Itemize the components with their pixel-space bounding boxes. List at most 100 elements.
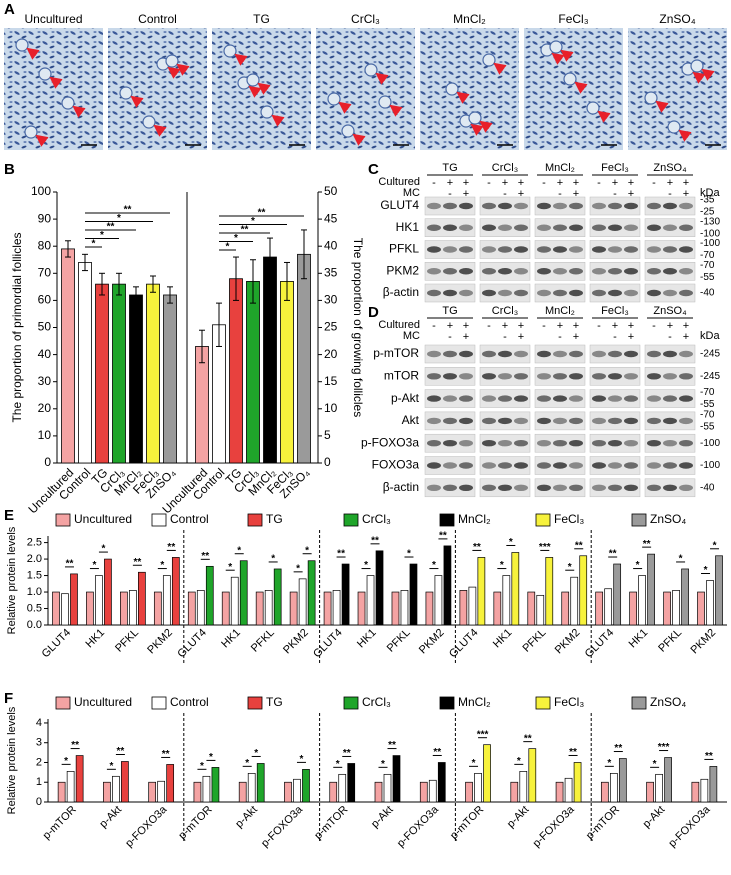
lane-sign: - [503,188,507,200]
significance-label: * [500,560,504,571]
blot-band [663,350,677,358]
lane-sign: - [503,331,507,343]
bar [600,781,609,803]
bar [86,591,94,626]
x-tick-label: PKM2 [553,627,583,657]
lane-sign: + [573,331,579,343]
significance-label: ** [124,205,132,216]
blot-band [537,202,551,210]
kda-marker: -25 [700,207,715,218]
legend-label: ZnSO₄ [650,512,686,526]
bar [52,591,60,626]
x-tick-label: PFKL [113,627,141,655]
blot-band [514,350,528,358]
row-label: GLUT4 [380,198,419,212]
blot-band [553,484,567,491]
bar [474,772,482,803]
kda-marker: -245 [700,371,720,382]
bar [691,781,700,803]
follicle [24,125,38,139]
significance-label: * [92,239,96,250]
y-tick-label: 0 [44,455,51,469]
bar [425,591,434,626]
significance-label: ** [107,222,115,233]
blot-band [537,289,551,297]
column-header: TG [442,162,457,174]
kda-marker: -100 [700,228,720,239]
blot-band [498,440,512,447]
blot-band [608,440,622,447]
blot-band [498,224,512,231]
significance-label: * [251,216,255,227]
blot-band [647,395,661,402]
legend-label: TG [266,512,283,526]
significance-label: * [336,759,340,770]
bar [573,762,582,803]
blot-band [569,395,583,402]
follicle [364,63,378,77]
bar [263,256,277,464]
bar [129,294,143,464]
column-header: TG [442,305,457,317]
lane-sign: - [432,177,436,189]
significance-label: * [381,759,385,770]
bar [196,590,205,626]
lane-sign: - [668,188,672,200]
bar [95,575,103,626]
arrow [248,85,262,98]
significance-label: ** [66,559,74,570]
blot-band [647,373,661,380]
lane-sign: - [613,188,617,200]
blot-band [443,417,457,425]
blot-band [569,268,583,275]
blot-band [569,246,583,253]
bar [103,781,111,803]
kda-label: kDa [700,330,720,342]
bar [112,775,120,803]
kda-marker: -100 [700,238,720,249]
blot-band [647,268,661,275]
bar [700,778,709,803]
significance-label: ** [473,542,481,553]
blot-band [647,246,661,253]
blot-band [443,373,457,380]
blot-band [553,462,567,469]
significance-label: * [228,562,232,573]
lane-sign: + [612,320,618,332]
blot-band [569,484,583,491]
arrow [26,47,40,60]
blot-band [459,350,473,358]
x-tick-label: HK1 [491,627,515,651]
row-header: Cultured [378,176,420,188]
significance-label: * [160,560,164,571]
blot-band [459,417,473,425]
blot-band [537,395,551,402]
significance-label: * [234,233,238,244]
significance-label: * [653,759,657,770]
bar [437,762,446,803]
y-tick-label: 50 [38,320,52,334]
blot-band [427,462,441,469]
blot-band [482,202,496,210]
bar [104,558,112,626]
blot-band [482,395,496,402]
kda-marker: -40 [700,288,715,299]
bar [121,761,129,803]
legend-swatch [55,696,71,710]
blot-band [663,440,677,447]
follicle [38,67,52,81]
significance-label: ** [337,549,345,560]
x-tick-label: p-mTOR [312,804,350,842]
bar [443,545,452,626]
significance-label: * [101,544,105,555]
blot-band [608,246,622,253]
follicle [667,120,681,134]
blot-band [624,246,638,253]
significance-label: * [509,537,513,548]
bar [613,563,622,626]
blot-band [537,462,551,469]
significance-label: * [100,230,104,241]
blot-band [663,289,677,297]
column-header: CrCl₃ [492,305,518,317]
